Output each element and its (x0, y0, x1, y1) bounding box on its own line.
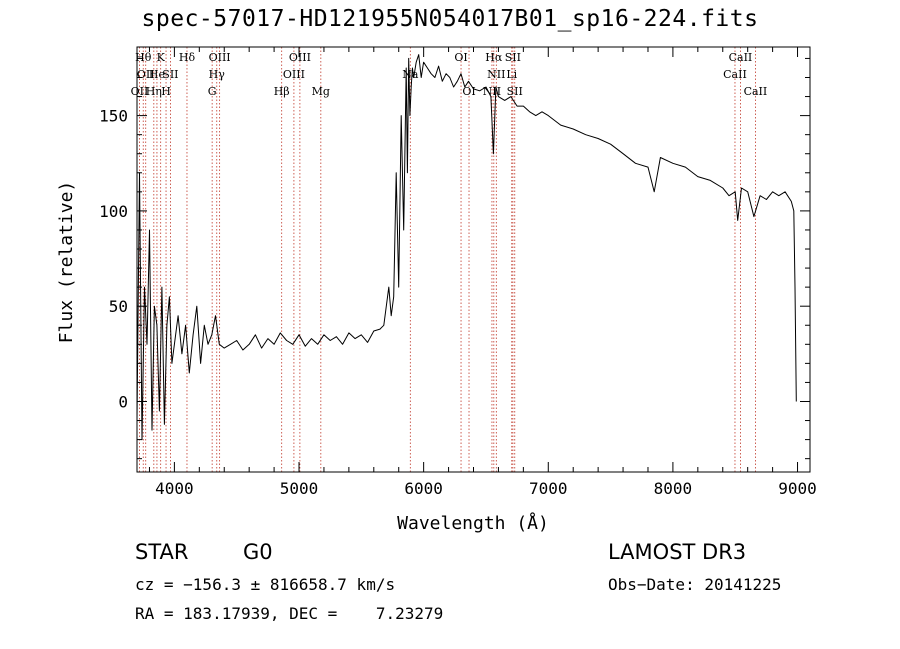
y-axis-label: Flux (relative) (56, 181, 77, 344)
line-label-15: Mg (312, 85, 330, 98)
line-label-16: Na (402, 68, 419, 81)
line-label-22: Li (506, 68, 517, 81)
obs-date: Obs−Date: 20141225 (608, 575, 782, 594)
spectrum-line (136, 54, 797, 441)
line-label-9: G (208, 85, 217, 98)
line-label-4: He (149, 68, 165, 81)
redshift-readout: cz = −156.3 ± 816658.7 km/s (135, 575, 396, 594)
line-label-11: OIII (209, 51, 231, 64)
line-label-6: H (161, 85, 171, 98)
y-tick-label: 0 (118, 392, 128, 411)
line-label-24: SII (507, 85, 523, 98)
spectral-line-labels: OIIHθOIIHηHeKHSIIHδGHγOIIIHβOIIIOIIIMgNa… (131, 51, 768, 98)
plot-frame (136, 46, 811, 473)
line-label-1: Hθ (135, 51, 152, 64)
line-label-7: SII (162, 68, 178, 81)
line-label-13: OIII (283, 68, 305, 81)
line-label-10: Hγ (209, 68, 226, 81)
line-label-3: Hη (146, 85, 162, 98)
object-type: STAR (135, 540, 189, 564)
x-tick-label: 6000 (404, 479, 443, 498)
line-label-26: CaII (729, 51, 753, 64)
line-label-21: NII (487, 68, 505, 81)
x-tick-label: 8000 (654, 479, 693, 498)
y-tick-label: 50 (109, 297, 128, 316)
y-tick-label: 100 (99, 202, 128, 221)
line-label-18: OI (462, 85, 475, 98)
line-label-27: CaII (744, 85, 768, 98)
line-label-14: OIII (289, 51, 311, 64)
x-tick-label: 7000 (529, 479, 568, 498)
x-tick-label: 4000 (155, 479, 194, 498)
line-label-5: K (157, 51, 166, 64)
line-label-2: OII (137, 68, 155, 81)
line-label-19: NII (483, 85, 501, 98)
spectral-line-markers (139, 47, 756, 472)
x-axis-label: Wavelength (Å) (397, 512, 549, 534)
axis-ticks (137, 47, 810, 472)
line-label-12: Hβ (274, 85, 290, 98)
subclass: G0 (243, 540, 273, 564)
x-tick-label: 9000 (778, 479, 817, 498)
line-label-23: SII (505, 51, 521, 64)
line-label-0: OII (131, 85, 149, 98)
line-label-8: Hδ (179, 51, 196, 64)
y-tick-label: 150 (99, 107, 128, 126)
x-tick-label: 5000 (280, 479, 319, 498)
chart-title: spec-57017-HD121955N054017B01_sp16-224.f… (141, 6, 759, 32)
survey-name: LAMOST DR3 (608, 540, 747, 564)
axis-tick-labels: 4000 5000 6000 7000 8000 9000 0 50 100 150 (99, 107, 817, 498)
line-label-17: OI (454, 51, 467, 64)
line-label-25: CaII (723, 68, 747, 81)
coordinates: RA = 183.17939, DEC = 7.23279 (135, 604, 444, 623)
line-label-20: Hα (485, 51, 503, 64)
